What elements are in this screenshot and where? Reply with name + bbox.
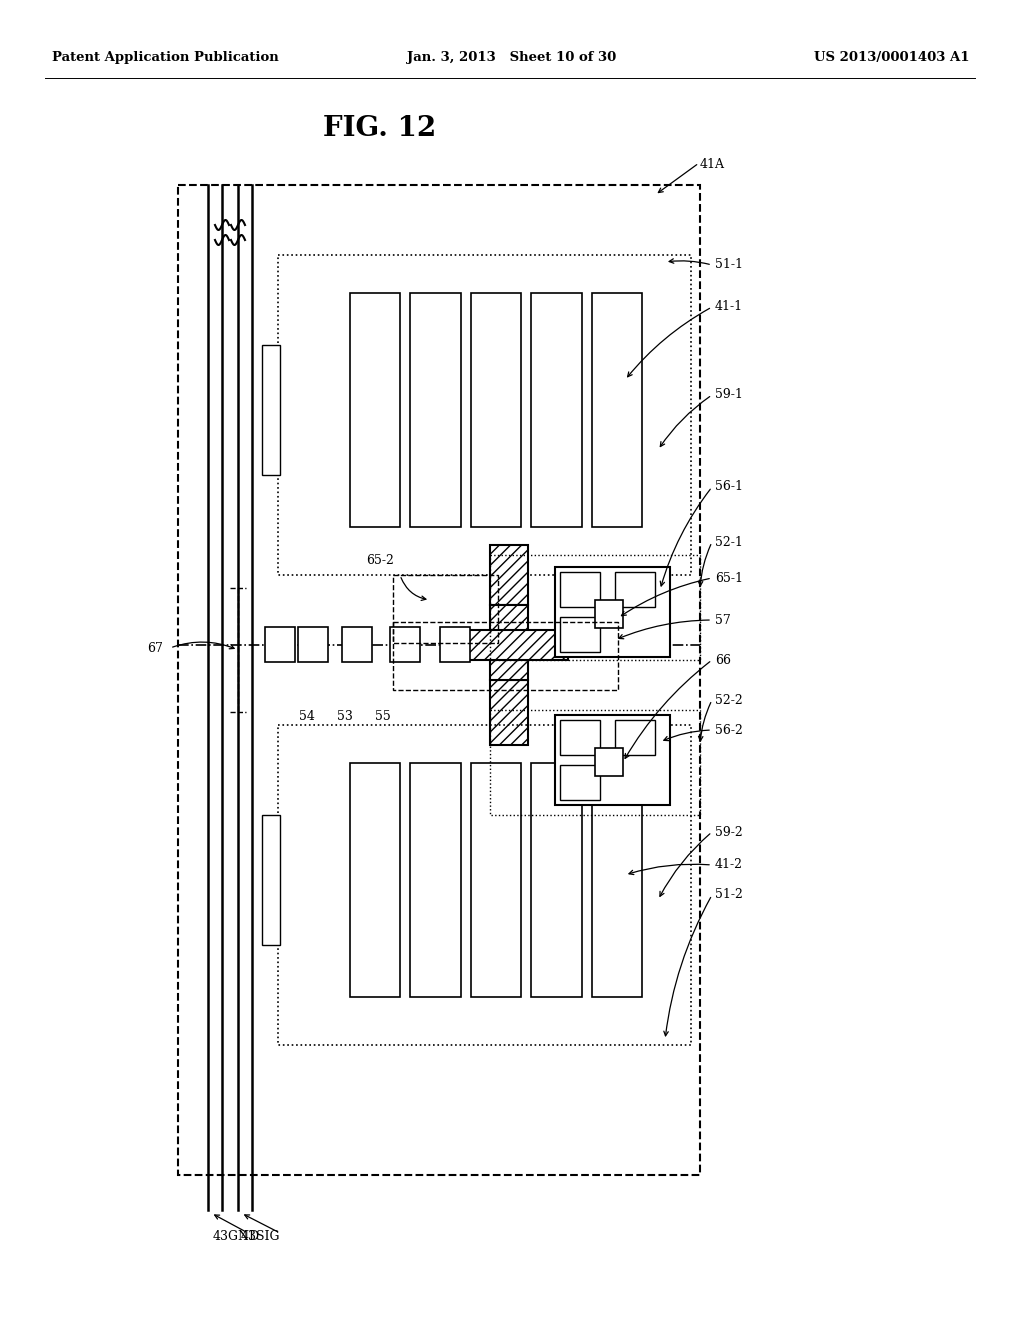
- Text: 66: 66: [715, 653, 731, 667]
- Text: 65-2: 65-2: [366, 554, 394, 568]
- Bar: [490, 545, 528, 605]
- Bar: [615, 719, 655, 755]
- Bar: [471, 763, 521, 997]
- Bar: [592, 763, 642, 997]
- Text: 51-1: 51-1: [715, 259, 743, 272]
- Bar: [342, 627, 372, 663]
- Bar: [247, 800, 295, 960]
- Bar: [298, 627, 328, 663]
- Bar: [592, 293, 642, 527]
- Bar: [531, 763, 582, 997]
- Text: 41-2: 41-2: [715, 858, 743, 871]
- Bar: [615, 572, 655, 607]
- Text: Jan. 3, 2013   Sheet 10 of 30: Jan. 3, 2013 Sheet 10 of 30: [408, 50, 616, 63]
- Bar: [560, 572, 600, 607]
- Text: 55: 55: [375, 710, 391, 723]
- Text: 56-1: 56-1: [715, 480, 743, 494]
- Bar: [278, 255, 691, 576]
- Text: 59-2: 59-2: [715, 825, 742, 838]
- Bar: [350, 293, 400, 527]
- Bar: [295, 275, 660, 545]
- Bar: [265, 627, 295, 663]
- Text: US 2013/0001403 A1: US 2013/0001403 A1: [814, 50, 970, 63]
- Bar: [295, 744, 660, 1015]
- Bar: [531, 293, 582, 527]
- Text: 59-1: 59-1: [715, 388, 742, 401]
- Text: 51-2: 51-2: [715, 888, 742, 902]
- Bar: [490, 605, 528, 680]
- Bar: [440, 627, 470, 663]
- Bar: [393, 576, 498, 643]
- Bar: [490, 710, 700, 814]
- Text: 43GND: 43GND: [213, 1230, 260, 1243]
- Bar: [471, 293, 521, 527]
- Bar: [490, 680, 528, 744]
- Bar: [560, 766, 600, 800]
- Text: 57: 57: [715, 614, 731, 627]
- Bar: [247, 330, 295, 490]
- Text: 67: 67: [147, 642, 163, 655]
- Text: FIG. 12: FIG. 12: [324, 115, 436, 141]
- Bar: [393, 622, 618, 690]
- Bar: [262, 814, 280, 945]
- Bar: [595, 601, 623, 628]
- Bar: [178, 185, 700, 1175]
- Text: 41-1: 41-1: [715, 301, 743, 314]
- Bar: [560, 616, 600, 652]
- Text: 65-1: 65-1: [715, 572, 743, 585]
- Bar: [555, 568, 670, 657]
- Bar: [595, 748, 623, 776]
- Bar: [490, 554, 700, 660]
- Bar: [560, 719, 600, 755]
- Bar: [390, 627, 420, 663]
- Bar: [455, 630, 568, 660]
- Text: 52-2: 52-2: [715, 693, 742, 706]
- Bar: [555, 715, 670, 805]
- Text: 53: 53: [337, 710, 353, 723]
- Bar: [278, 725, 691, 1045]
- Text: 43SIG: 43SIG: [241, 1230, 281, 1243]
- Text: 52-1: 52-1: [715, 536, 742, 549]
- Text: 56-2: 56-2: [715, 723, 742, 737]
- Text: 54: 54: [299, 710, 315, 723]
- Bar: [411, 763, 461, 997]
- Bar: [350, 763, 400, 997]
- Text: 41A: 41A: [700, 158, 725, 172]
- Bar: [262, 345, 280, 475]
- Text: Patent Application Publication: Patent Application Publication: [52, 50, 279, 63]
- Bar: [411, 293, 461, 527]
